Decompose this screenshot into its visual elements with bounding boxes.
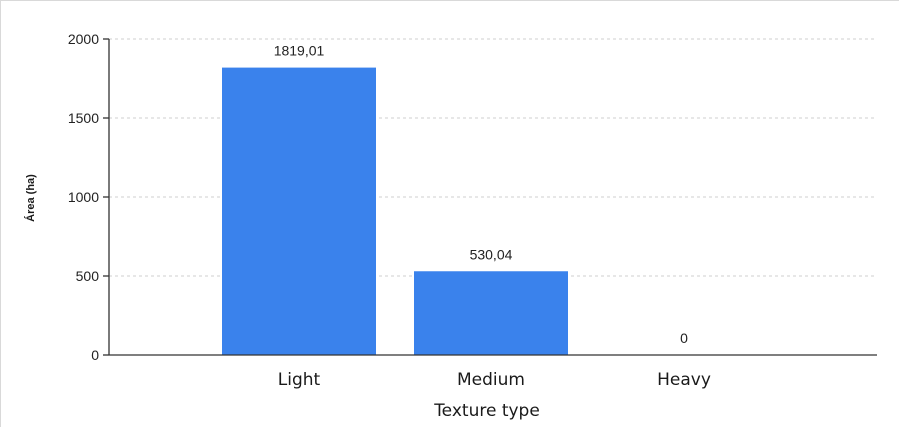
bar-medium [414,271,568,355]
y-tick-label: 500 [76,268,100,284]
data-labels: 1819,01 530,04 0 [274,43,688,346]
x-category-medium: Medium [457,370,525,390]
x-category-heavy: Heavy [657,370,711,390]
y-axis-ticks: 0 500 1000 1500 2000 [68,31,109,363]
y-tick-label: 1000 [68,189,99,205]
bars [222,67,568,355]
y-tick-label: 1500 [68,110,99,126]
y-axis-title: Área (ha) [24,174,37,222]
bar-light [222,67,376,355]
x-axis-categories: Light Medium Heavy [278,370,711,390]
data-label-heavy: 0 [680,330,688,346]
data-label-light: 1819,01 [274,43,325,59]
y-tick-label: 2000 [68,31,99,47]
data-label-medium: 530,04 [470,246,513,262]
y-tick-label: 0 [91,347,99,363]
x-category-light: Light [278,370,321,390]
x-axis-title: Texture type [433,401,540,421]
